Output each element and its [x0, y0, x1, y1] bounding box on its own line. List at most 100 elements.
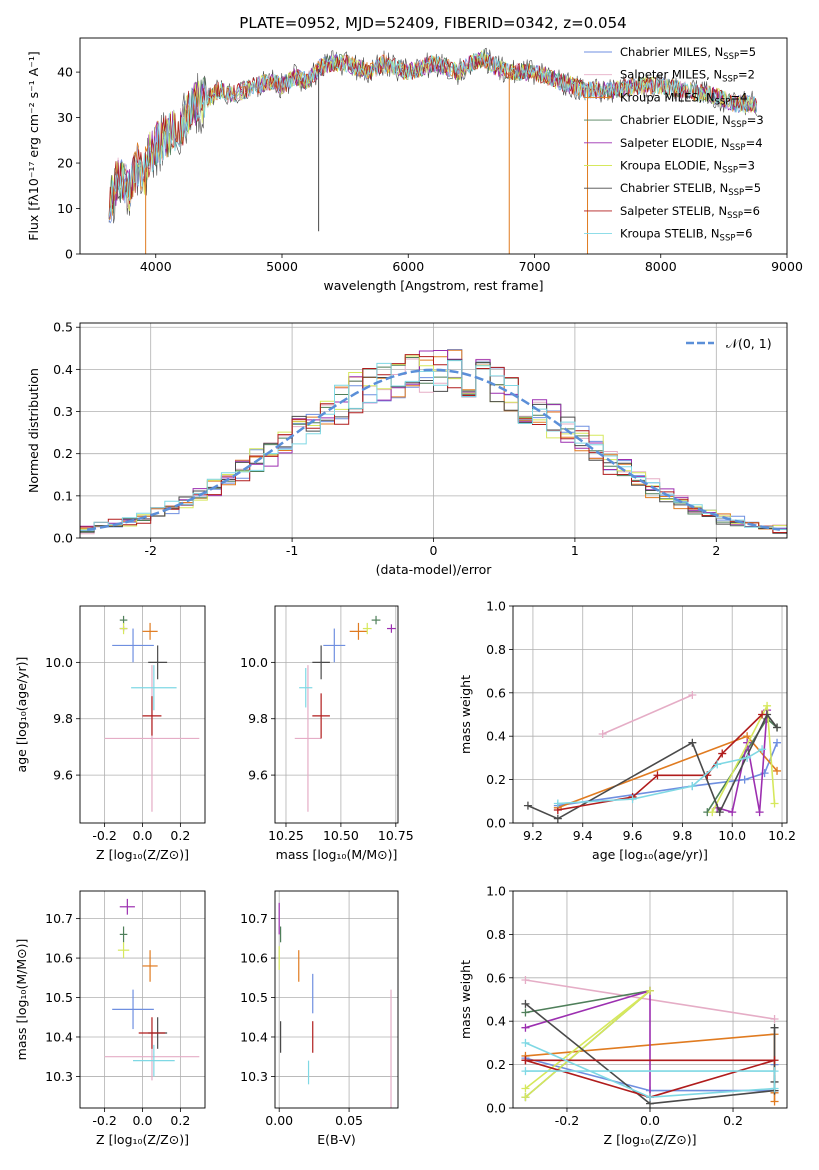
legend-subscript: SSP [723, 52, 739, 62]
series-marker [521, 1084, 530, 1093]
series-marker [521, 1056, 530, 1065]
y-tick-label: 9.6 [248, 768, 268, 783]
series-marker [770, 1084, 779, 1093]
legend-entry: Chabrier STELIB, NSSP=5 [620, 181, 761, 198]
series-marker [523, 801, 532, 810]
x-tick-label: 0.0 [133, 1113, 153, 1128]
legend-value: =2 [738, 68, 755, 82]
x-axis-label: Z [log₁₀(Z/Z⊙)] [96, 1132, 189, 1147]
x-axis-label: Z [log₁₀(Z/Z⊙)] [604, 1132, 697, 1147]
legend-entry: Salpeter MILES, NSSP=2 [620, 68, 755, 85]
y-axis-label: Flux [fλ10⁻¹⁷ erg cm⁻² s⁻¹ A⁻¹] [26, 51, 41, 240]
y-tick-label: 0.2 [486, 1057, 506, 1072]
x-tick-label: 5000 [266, 259, 298, 274]
series-marker [758, 710, 767, 719]
legend-subscript: SSP [730, 143, 746, 153]
legend-value: =3 [747, 113, 764, 127]
legend-entry: Salpeter STELIB, NSSP=6 [620, 204, 760, 221]
x-tick-label: 9.4 [573, 828, 593, 843]
x-tick-label: 1 [571, 543, 579, 558]
series-marker [763, 701, 772, 710]
y-tick-label: 0.5 [53, 320, 73, 335]
y-tick-label: 0.8 [486, 642, 506, 657]
y-tick-label: 0.0 [486, 1101, 506, 1116]
y-tick-label: 0.2 [53, 446, 73, 461]
series-marker [743, 753, 752, 762]
y-tick-label: 0.4 [486, 1014, 506, 1029]
y-axis-label: mass [log₁₀(M/M⊙)] [14, 939, 29, 1061]
age_vs_mass-frame [274, 605, 399, 824]
series-marker [755, 808, 764, 817]
x-tick-label: 9.6 [623, 828, 643, 843]
y-tick-label: 10.0 [45, 655, 73, 670]
mass_vs_EBV-frame [274, 890, 399, 1109]
y-tick-label: 40 [57, 65, 73, 80]
series-line [524, 990, 651, 1098]
y-tick-label: 10.4 [45, 1029, 73, 1044]
series-marker [770, 1097, 779, 1106]
y-tick-label: 0 [65, 247, 73, 262]
x-tick-label: 10.2 [768, 828, 796, 843]
y-tick-label: 0.8 [486, 927, 506, 942]
series-marker [718, 749, 727, 758]
x-tick-label: -0.2 [92, 1113, 116, 1128]
legend-subscript: SSP [720, 234, 736, 244]
y-tick-label: 0.1 [53, 488, 73, 503]
x-tick-label: 0.2 [723, 1113, 743, 1128]
y-tick-label: 1.0 [486, 884, 506, 899]
axes-layer [76, 37, 788, 1112]
series-marker [598, 730, 607, 739]
series-marker [770, 1067, 779, 1076]
y-axis-label: Normed distribution [26, 368, 41, 493]
x-tick-label: 7000 [519, 259, 551, 274]
y-axis-label: mass weight [458, 675, 473, 754]
y-tick-label: 10.3 [240, 1069, 268, 1084]
x-tick-label: 4000 [140, 259, 172, 274]
series-marker [773, 738, 782, 747]
y-axis-label: age [log₁₀(age/yr)] [14, 657, 29, 773]
legend-subscript: SSP [731, 120, 747, 130]
y-axis-label: mass weight [458, 960, 473, 1039]
x-tick-label: 9.2 [523, 828, 543, 843]
series-line [525, 1059, 776, 1098]
legend-value: =5 [739, 45, 756, 59]
x-axis-label: Z [log₁₀(Z/Z⊙)] [96, 847, 189, 862]
series-marker [770, 799, 779, 808]
series-line [527, 713, 778, 820]
legend-entry: Chabrier ELODIE, NSSP=3 [620, 113, 764, 130]
series-marker [770, 1015, 779, 1024]
y-tick-label: 10.4 [240, 1029, 268, 1044]
series-marker [553, 799, 562, 808]
y-tick-label: 30 [57, 110, 73, 125]
series-line [602, 694, 693, 735]
text-layer: 4000 5000 6000 7000 8000 9000010203040wavelen… [14, 45, 803, 1147]
x-tick-label: 0.00 [265, 1113, 293, 1128]
x-tick-label: 6000 [392, 259, 424, 274]
legend-subscript: SSP [722, 75, 738, 85]
y-tick-label: 0.3 [53, 404, 73, 419]
series-marker [715, 808, 724, 817]
series-marker [773, 723, 782, 732]
legend-value: =6 [735, 227, 752, 241]
spectrum-line [108, 52, 758, 218]
legend-entry: Kroupa MILES, NSSP=4 [620, 90, 747, 107]
x-tick-label: 10.50 [323, 828, 359, 843]
y-tick-label: 0.0 [486, 816, 506, 831]
legend-subscript: SSP [728, 188, 744, 198]
series-marker [521, 975, 530, 984]
series-marker [653, 771, 662, 780]
x-tick-label: -0.2 [92, 828, 116, 843]
y-tick-label: 10.7 [240, 911, 268, 926]
legend-value: =4 [746, 136, 763, 150]
series-marker [521, 999, 530, 1008]
histogram-step [80, 359, 787, 534]
x-tick-label: 2 [712, 543, 720, 558]
legend-entry: Salpeter ELODIE, NSSP=4 [620, 136, 763, 153]
x-axis-label: mass [log₁₀(M/M⊙)] [276, 847, 398, 862]
legend-value: =5 [744, 181, 761, 195]
histogram-step [80, 350, 787, 530]
legend-entry: 𝒩(0, 1) [726, 336, 772, 351]
legend-subscript: SSP [722, 166, 738, 176]
series-marker [521, 1067, 530, 1076]
series-marker [521, 1023, 530, 1032]
